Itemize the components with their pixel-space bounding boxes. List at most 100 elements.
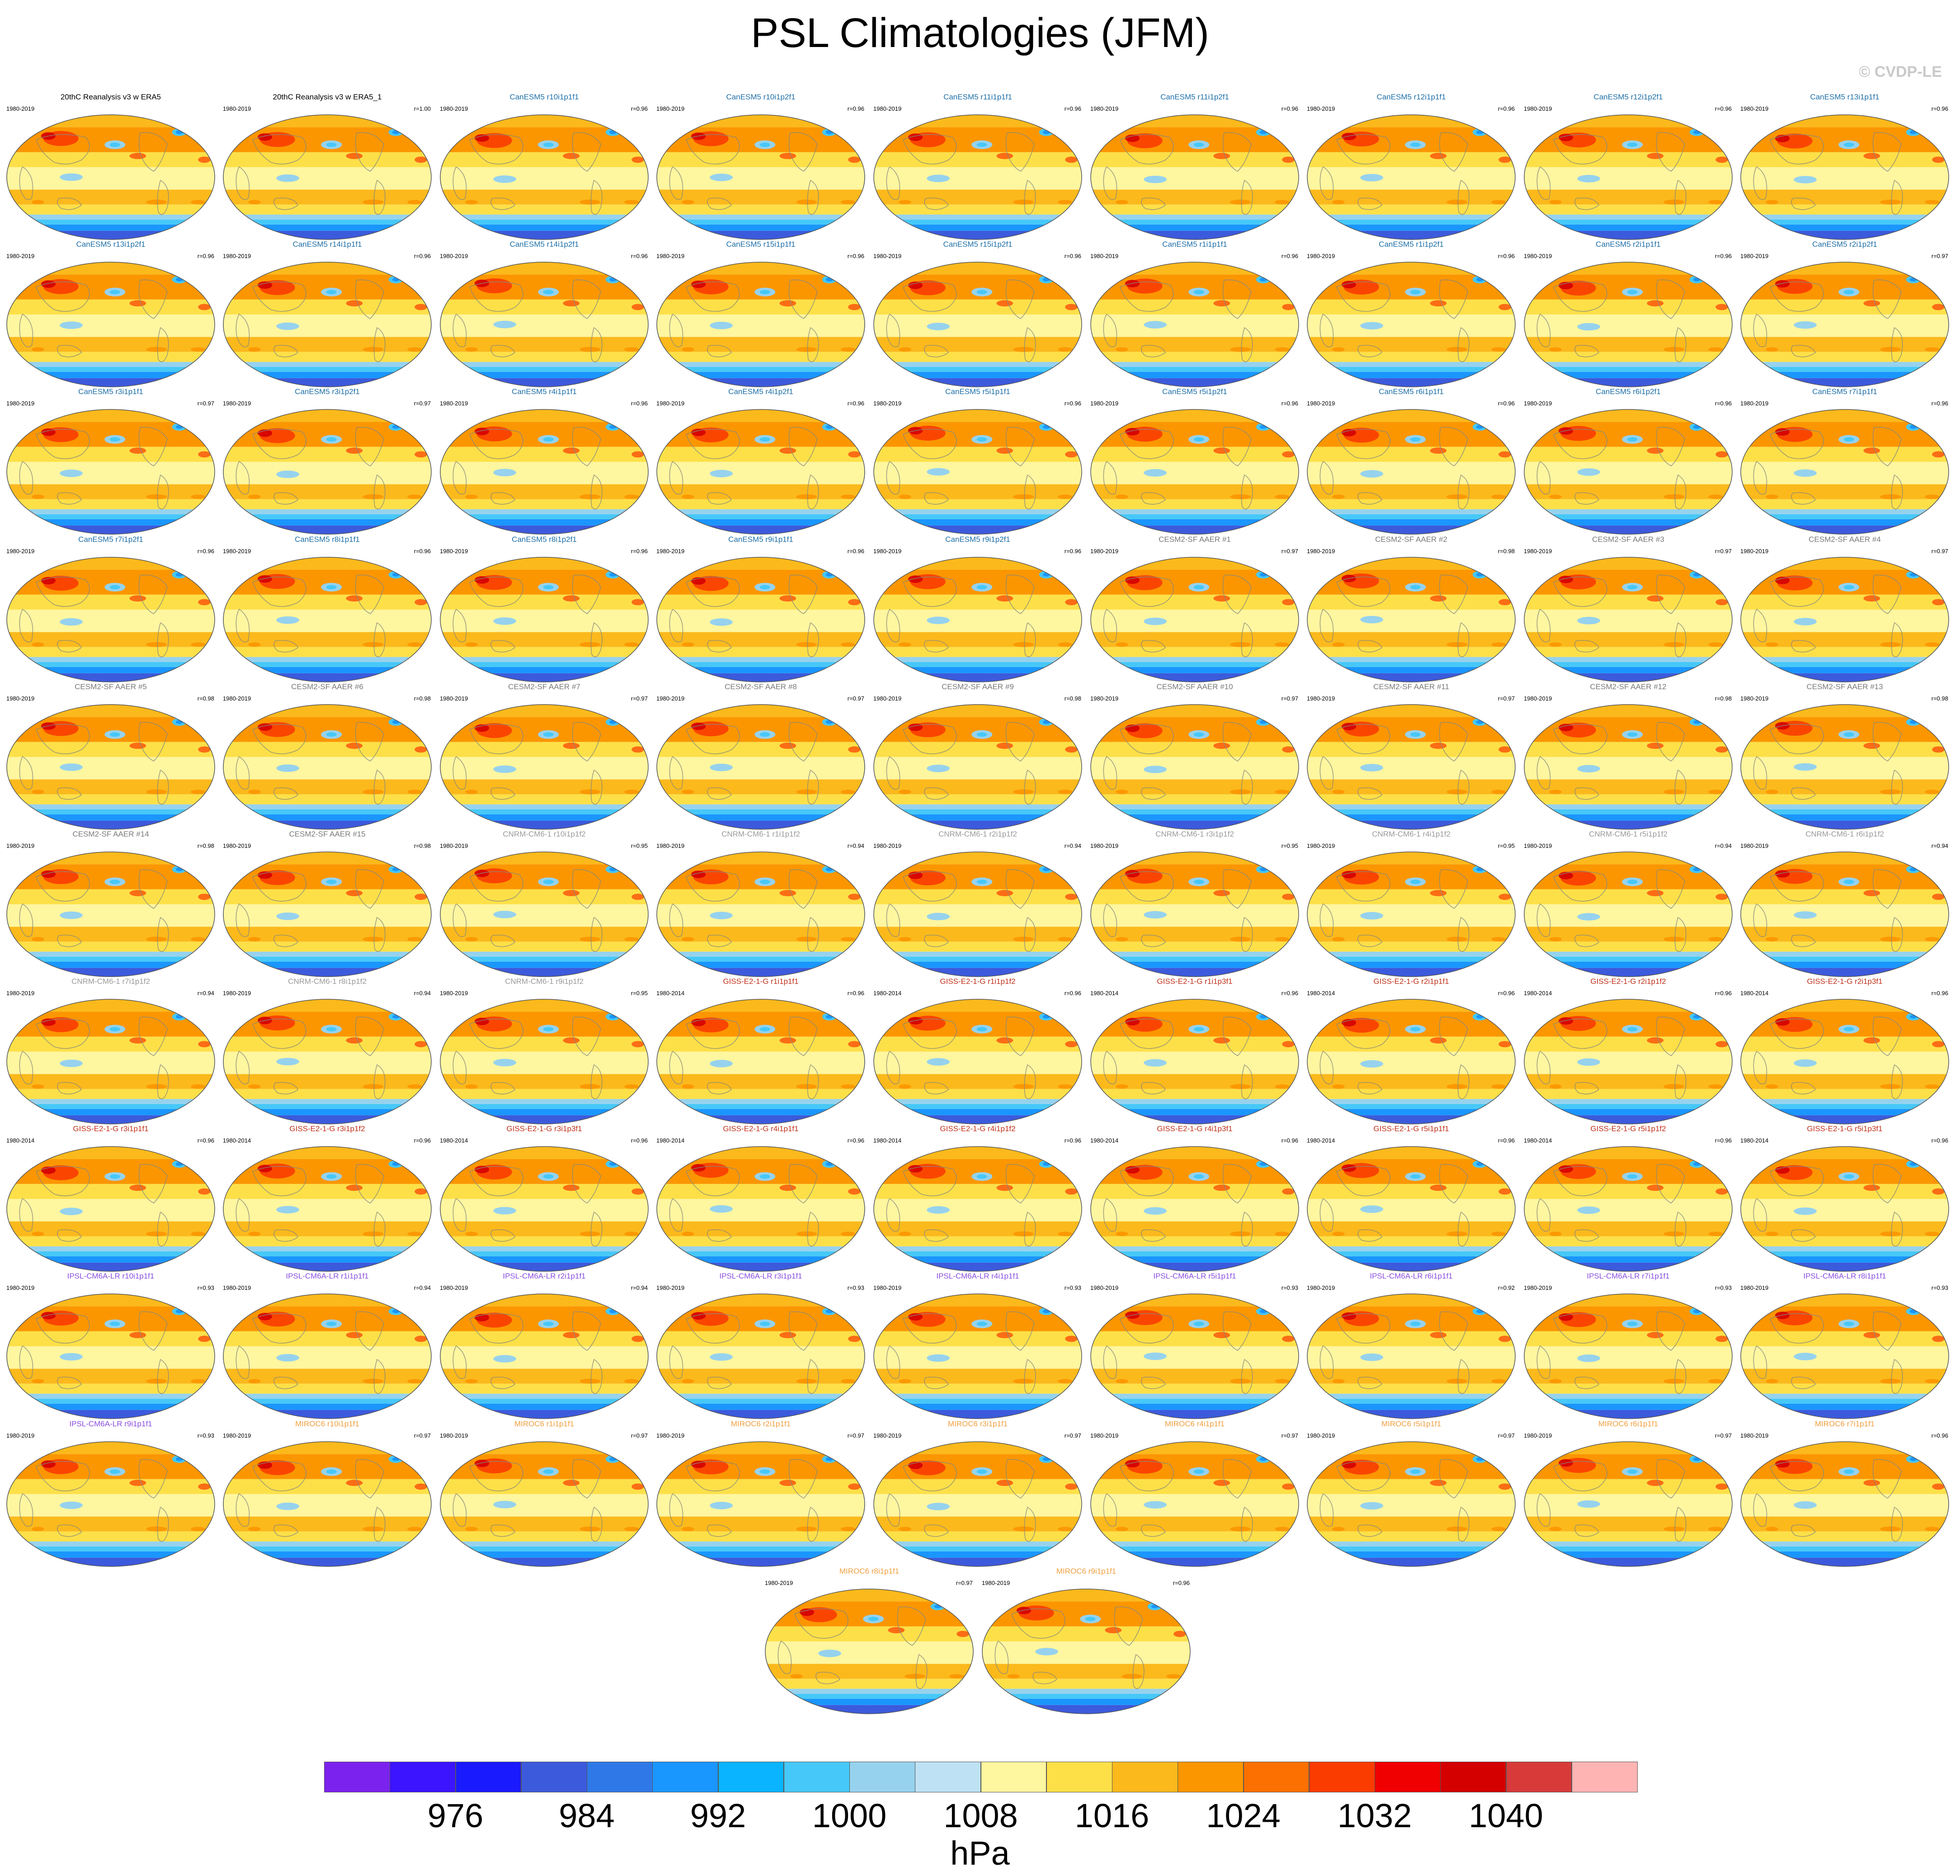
map-image	[1524, 851, 1733, 977]
map-image	[873, 704, 1082, 830]
map-image	[1090, 557, 1299, 682]
panel-correlation: r=0.95	[1498, 842, 1515, 849]
panel-title: IPSL-CM6A-LR r3i1p1f1	[719, 1272, 802, 1280]
panel-period: 1980-2019	[223, 105, 251, 112]
panel-period: 1980-2019	[1090, 400, 1119, 407]
panel-period: 1980-2019	[765, 1580, 793, 1586]
panel-correlation: r=0.96	[631, 548, 648, 555]
panel-correlation: r=0.98	[414, 695, 431, 702]
map-panel: GISS-E2-1-G r2i1p3f1 1980-2014 r=0.96	[1739, 977, 1951, 1126]
panel-title: CanESM5 r15i1p1f1	[726, 240, 796, 249]
panel-period: 1980-2019	[873, 695, 902, 702]
panel-title: CanESM5 r4i1p1f1	[512, 387, 577, 396]
panel-period: 1980-2019	[982, 1580, 1010, 1586]
panel-title: CESM2-SF AAER #10	[1156, 682, 1233, 691]
map-panel: GISS-E2-1-G r3i1p1f1 1980-2014 r=0.96	[5, 1124, 217, 1274]
panel-title: CESM2-SF AAER #4	[1809, 535, 1881, 544]
panel-title: GISS-E2-1-G r5i1p1f2	[1590, 1124, 1666, 1133]
panel-correlation: r=0.96	[631, 400, 648, 407]
map-image	[1740, 1293, 1949, 1419]
panel-correlation: r=0.94	[414, 1284, 431, 1291]
map-image	[1307, 557, 1516, 682]
map-image	[873, 999, 1082, 1124]
map-image	[440, 999, 649, 1124]
panel-correlation: r=0.96	[1281, 253, 1298, 259]
colorbar-units: hPa	[950, 1834, 1010, 1872]
map-image	[1740, 409, 1949, 535]
panel-period: 1980-2019	[1740, 695, 1769, 702]
colorbar-box	[849, 1762, 915, 1792]
panel-title: CanESM5 r12i1p1f1	[1376, 93, 1446, 101]
map-panel: CNRM-CM6-1 r8i1p1f2 1980-2019 r=0.94	[221, 977, 433, 1126]
map-panel: CanESM5 r1i1p1f1 1980-2019 r=0.96	[1088, 240, 1301, 389]
map-panel: IPSL-CM6A-LR r10i1p1f1 1980-2019 r=0.93	[5, 1272, 217, 1421]
colorbar-box	[1046, 1762, 1112, 1792]
map-panel: CanESM5 r8i1p2f1 1980-2019 r=0.96	[438, 535, 650, 684]
panel-correlation: r=0.97	[1281, 1432, 1298, 1439]
panel-correlation: r=0.96	[1064, 548, 1081, 555]
map-image	[873, 851, 1082, 977]
panel-correlation: r=0.95	[631, 842, 648, 849]
map-panel: MIROC6 r5i1p1f1 1980-2019 r=0.97	[1305, 1420, 1517, 1569]
panel-correlation: r=0.96	[1931, 1432, 1948, 1439]
panel-title: 20thC Reanalysis v3 w ERA5	[60, 93, 161, 101]
panel-title: CanESM5 r12i1p2f1	[1593, 93, 1663, 101]
panel-title: MIROC6 r8i1p1f1	[839, 1567, 900, 1575]
map-image	[656, 1441, 865, 1567]
panel-period: 1980-2014	[1090, 1137, 1119, 1144]
map-panel: CanESM5 r4i1p1f1 1980-2019 r=0.96	[438, 387, 650, 536]
panel-correlation: r=0.97	[197, 400, 214, 407]
panel-period: 1980-2019	[1307, 842, 1335, 849]
panel-title: IPSL-CM6A-LR r9i1p1f1	[69, 1420, 152, 1428]
map-panel: CanESM5 r4i1p2f1 1980-2019 r=0.96	[655, 387, 867, 536]
map-panel: IPSL-CM6A-LR r1i1p1f1 1980-2019 r=0.94	[221, 1272, 433, 1421]
panel-correlation: r=0.96	[1498, 400, 1515, 407]
panel-correlation: r=0.96	[1064, 105, 1081, 112]
map-image	[223, 1293, 432, 1419]
map-image	[1524, 704, 1733, 830]
panel-correlation: r=0.98	[414, 842, 431, 849]
map-panel: MIROC6 r8i1p1f1 1980-2019 r=0.97	[763, 1567, 975, 1716]
map-image	[873, 1293, 1082, 1419]
panel-title: CESM2-SF AAER #9	[942, 682, 1014, 691]
panel-period: 1980-2019	[440, 990, 468, 997]
map-image	[656, 851, 865, 977]
map-image	[6, 1146, 215, 1272]
map-panel: IPSL-CM6A-LR r8i1p1f1 1980-2019 r=0.93	[1739, 1272, 1951, 1421]
map-image	[223, 999, 432, 1124]
colorbar-box	[455, 1762, 522, 1792]
panel-title: CanESM5 r1i1p1f1	[1162, 240, 1227, 249]
panel-title: IPSL-CM6A-LR r8i1p1f1	[1803, 1272, 1886, 1280]
map-image	[1524, 557, 1733, 682]
map-image	[1307, 1146, 1516, 1272]
panel-title: CanESM5 r10i1p2f1	[726, 93, 796, 101]
map-image	[1307, 1293, 1516, 1419]
panel-correlation: r=0.93	[1715, 1284, 1732, 1291]
panel-period: 1980-2014	[1090, 990, 1119, 997]
panel-title: CanESM5 r2i1p2f1	[1812, 240, 1877, 249]
map-panel: GISS-E2-1-G r2i1p1f1 1980-2014 r=0.96	[1305, 977, 1517, 1126]
panel-title: CanESM5 r14i1p1f1	[292, 240, 362, 249]
panel-title: CanESM5 r8i1p2f1	[512, 535, 577, 544]
map-image	[223, 1441, 432, 1567]
panel-title: CNRM-CM6-1 r3i1p1f2	[1155, 830, 1234, 838]
panel-title: CESM2-SF AAER #14	[72, 830, 149, 838]
panel-correlation: r=0.94	[847, 842, 864, 849]
map-panel: IPSL-CM6A-LR r5i1p1f1 1980-2019 r=0.93	[1088, 1272, 1301, 1421]
map-image	[223, 1146, 432, 1272]
panel-title: MIROC6 r2i1p1f1	[730, 1420, 791, 1428]
panel-title: GISS-E2-1-G r3i1p1f2	[289, 1124, 365, 1133]
map-image	[1524, 114, 1733, 240]
map-image	[223, 114, 432, 240]
panel-period: 1980-2019	[1740, 1432, 1769, 1439]
panel-title: CESM2-SF AAER #5	[75, 682, 147, 691]
panel-period: 1980-2019	[656, 105, 685, 112]
panel-correlation: r=0.96	[1931, 990, 1948, 997]
panel-correlation: r=0.98	[1498, 548, 1515, 555]
panel-correlation: r=0.96	[1173, 1580, 1190, 1586]
panel-period: 1980-2019	[656, 695, 685, 702]
map-panel: CESM2-SF AAER #13 1980-2019 r=0.98	[1739, 682, 1951, 832]
panel-title: CNRM-CM6-1 r9i1p1f2	[505, 977, 584, 986]
panel-period: 1980-2019	[656, 400, 685, 407]
panel-title: IPSL-CM6A-LR r1i1p1f1	[286, 1272, 369, 1280]
